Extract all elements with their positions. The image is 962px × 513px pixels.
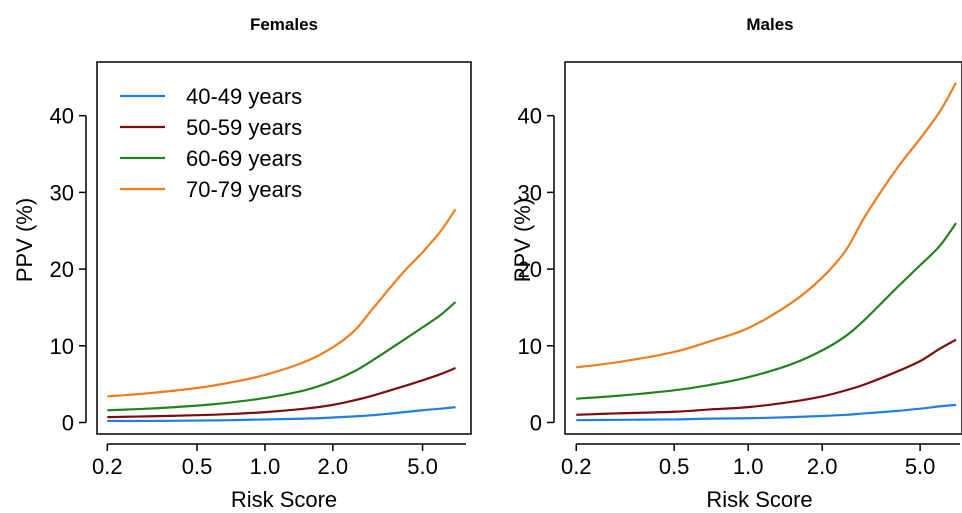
y-tick-label: 40: [518, 104, 542, 129]
chart-panel-males: Males 0.2 0.5 1.0 2.0 5.0 Risk Score 0 10 20 30 40 P…: [510, 15, 962, 512]
x-tick-label: 1.0: [733, 454, 764, 479]
series-line-70-79-years: [107, 208, 457, 398]
series-line-60-69-years: [107, 301, 457, 412]
series-line-40-49-years: [107, 406, 456, 423]
plot-frame: [564, 61, 962, 435]
x-tick-label: 2.0: [807, 454, 838, 479]
x-axis-label: Risk Score: [706, 487, 812, 512]
legend-entry: 70-79 years: [186, 177, 302, 202]
y-tick-label: 30: [50, 180, 74, 205]
series-line-60-69-years: [576, 222, 957, 400]
y-tick-label: 10: [50, 334, 74, 359]
x-tick-label: 0.5: [659, 454, 690, 479]
x-tick-label: 2.0: [318, 454, 349, 479]
y-tick-label: 20: [50, 257, 74, 282]
x-tick-label: 0.2: [92, 454, 123, 479]
chart-title: Females: [250, 15, 318, 34]
series-line-50-59-years: [576, 338, 957, 416]
y-tick-label: 0: [530, 410, 542, 435]
y-axis-label: PPV (%): [12, 198, 37, 282]
x-tick-label: 5.0: [905, 454, 936, 479]
legend-entry: 60-69 years: [186, 146, 302, 171]
x-tick-label: 0.2: [561, 454, 592, 479]
y-tick-label: 40: [50, 104, 74, 129]
x-tick-label: 5.0: [407, 454, 438, 479]
y-axis-label: PPV (%): [510, 198, 535, 282]
chart-title: Males: [746, 15, 793, 34]
x-axis-label: Risk Score: [231, 487, 337, 512]
chart-panel-females: Females 0.2 0.5 1.0 2.0 5.0 Risk Score 0 10 20 30 4…: [12, 15, 472, 512]
x-tick-label: 0.5: [182, 454, 213, 479]
legend: 40-49 years 50-59 years 60-69 years 70-79 y…: [120, 84, 302, 202]
series-line-70-79-years: [576, 82, 958, 369]
y-tick-label: 0: [62, 410, 74, 435]
y-tick-label: 10: [518, 334, 542, 359]
plot-frame: [96, 61, 472, 435]
y-tick-label: 30: [518, 180, 542, 205]
legend-entry: 50-59 years: [186, 115, 302, 140]
x-tick-label: 1.0: [250, 454, 281, 479]
series-line-50-59-years: [107, 367, 456, 419]
y-tick-label: 20: [518, 257, 542, 282]
legend-entry: 40-49 years: [186, 84, 302, 109]
series-line-40-49-years: [576, 403, 957, 422]
